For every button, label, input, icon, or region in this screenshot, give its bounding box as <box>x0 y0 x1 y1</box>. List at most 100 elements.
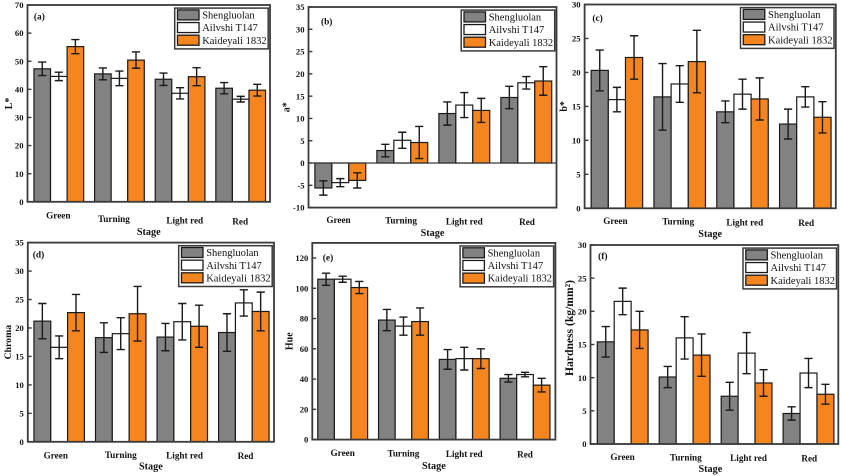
svg-text:Green: Green <box>44 451 68 461</box>
svg-text:Light red: Light red <box>166 216 203 226</box>
svg-text:a*: a* <box>281 102 292 112</box>
svg-text:b*: b* <box>559 101 570 112</box>
svg-text:Light red: Light red <box>166 451 203 461</box>
svg-text:Kaideyali 1832: Kaideyali 1832 <box>202 36 266 47</box>
svg-text:10: 10 <box>15 169 24 179</box>
svg-text:0: 0 <box>304 435 308 445</box>
svg-text:Green: Green <box>331 448 355 458</box>
svg-text:Shengluolan: Shengluolan <box>489 13 542 24</box>
svg-text:5: 5 <box>20 408 24 418</box>
svg-text:Light red: Light red <box>446 449 483 459</box>
svg-text:20: 20 <box>15 323 24 333</box>
svg-text:30: 30 <box>15 266 24 276</box>
svg-text:Shengluolan: Shengluolan <box>202 11 255 22</box>
svg-text:Hardness (kg/mm²): Hardness (kg/mm²) <box>563 280 576 376</box>
svg-text:Red: Red <box>798 218 814 228</box>
svg-text:Turning: Turning <box>385 215 417 225</box>
svg-text:(a): (a) <box>34 11 45 22</box>
svg-text:Red: Red <box>519 217 535 227</box>
svg-text:Stage: Stage <box>422 461 446 472</box>
svg-text:Kaideyali 1832: Kaideyali 1832 <box>206 273 270 284</box>
svg-text:35: 35 <box>296 2 305 12</box>
svg-text:25: 25 <box>572 34 581 44</box>
svg-text:Stage: Stage <box>137 227 161 238</box>
svg-text:25: 25 <box>296 47 305 57</box>
svg-text:Ailvshi T147: Ailvshi T147 <box>202 23 258 34</box>
svg-text:-10: -10 <box>293 203 304 213</box>
svg-text:30: 30 <box>578 240 587 250</box>
svg-text:60: 60 <box>300 344 309 354</box>
svg-text:5: 5 <box>582 406 586 416</box>
svg-text:Light red: Light red <box>726 218 763 228</box>
svg-text:120: 120 <box>295 253 308 263</box>
svg-text:Chroma: Chroma <box>3 325 14 360</box>
svg-text:Red: Red <box>801 454 817 464</box>
svg-text:Turning: Turning <box>105 450 137 460</box>
svg-text:Stage: Stage <box>139 462 163 473</box>
svg-text:30: 30 <box>296 24 305 34</box>
svg-text:15: 15 <box>572 102 581 112</box>
svg-text:Green: Green <box>46 210 70 220</box>
svg-text:Shengluolan: Shengluolan <box>488 248 541 259</box>
svg-text:25: 25 <box>578 273 587 283</box>
svg-text:40: 40 <box>300 374 309 384</box>
svg-text:80: 80 <box>300 314 309 324</box>
svg-text:Light red: Light red <box>446 216 483 226</box>
svg-text:Green: Green <box>603 216 627 226</box>
svg-text:Turning: Turning <box>98 214 130 224</box>
svg-text:Turning: Turning <box>388 448 420 458</box>
svg-text:Ailvshi T147: Ailvshi T147 <box>206 261 262 272</box>
svg-text:Stage: Stage <box>421 228 445 239</box>
svg-text:Red: Red <box>232 217 248 227</box>
svg-text:(b): (b) <box>321 17 332 28</box>
svg-text:5: 5 <box>300 136 304 146</box>
svg-text:Hue: Hue <box>285 332 296 350</box>
svg-text:Ailvshi T147: Ailvshi T147 <box>489 25 545 36</box>
svg-text:Turning: Turning <box>662 217 694 227</box>
svg-text:30: 30 <box>15 113 24 123</box>
svg-text:15: 15 <box>15 352 24 362</box>
svg-text:20: 20 <box>572 68 581 78</box>
svg-text:Stage: Stage <box>698 229 722 240</box>
svg-text:(e): (e) <box>323 252 333 263</box>
svg-text:Shengluolan: Shengluolan <box>768 10 821 21</box>
svg-text:Ailvshi T147: Ailvshi T147 <box>768 23 824 34</box>
svg-text:-5: -5 <box>297 180 304 190</box>
svg-text:30: 30 <box>572 0 581 10</box>
svg-text:(c): (c) <box>592 13 602 24</box>
svg-text:Red: Red <box>238 451 254 461</box>
svg-text:0: 0 <box>20 437 24 447</box>
svg-text:Green: Green <box>610 452 634 462</box>
svg-text:15: 15 <box>578 340 587 350</box>
svg-text:0: 0 <box>19 197 23 207</box>
svg-text:(f): (f) <box>598 251 607 262</box>
svg-text:0: 0 <box>582 439 586 449</box>
svg-text:Red: Red <box>517 449 533 459</box>
svg-text:10: 10 <box>15 380 24 390</box>
svg-text:Shengluolan: Shengluolan <box>771 251 824 262</box>
svg-text:40: 40 <box>15 84 24 94</box>
svg-text:Ailvshi T147: Ailvshi T147 <box>771 263 827 274</box>
svg-text:20: 20 <box>300 404 309 414</box>
svg-text:(d): (d) <box>33 250 44 261</box>
svg-text:Stage: Stage <box>699 464 723 475</box>
svg-text:0: 0 <box>300 158 304 168</box>
svg-text:20: 20 <box>296 69 305 79</box>
svg-text:Green: Green <box>326 215 350 225</box>
svg-text:L*: L* <box>4 98 15 110</box>
svg-text:25: 25 <box>15 295 24 305</box>
svg-text:20: 20 <box>15 141 24 151</box>
svg-text:Kaideyali 1832: Kaideyali 1832 <box>768 35 832 46</box>
svg-text:Light red: Light red <box>730 453 767 463</box>
svg-text:15: 15 <box>296 91 305 101</box>
svg-text:70: 70 <box>15 0 24 10</box>
svg-text:5: 5 <box>576 169 580 179</box>
svg-text:100: 100 <box>295 283 308 293</box>
svg-text:Ailvshi T147: Ailvshi T147 <box>488 261 544 272</box>
svg-text:60: 60 <box>15 28 24 38</box>
svg-text:35: 35 <box>15 238 24 248</box>
svg-text:50: 50 <box>15 56 24 66</box>
svg-text:Kaideyali 1832: Kaideyali 1832 <box>489 38 553 49</box>
svg-text:10: 10 <box>296 114 305 124</box>
svg-text:Kaideyali 1832: Kaideyali 1832 <box>488 274 552 285</box>
